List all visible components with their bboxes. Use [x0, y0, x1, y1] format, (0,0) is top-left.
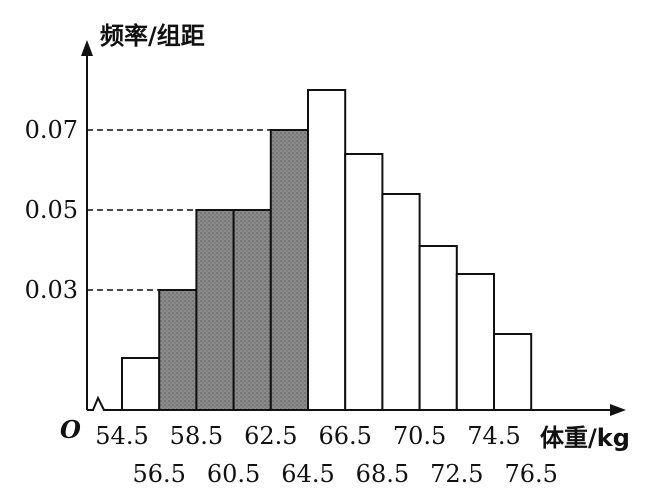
histogram-bar — [158, 289, 198, 411]
x-tick-label: 60.5 — [207, 460, 260, 488]
x-tick-label: 76.5 — [504, 460, 557, 488]
y-tick-label: 0.07 — [25, 116, 78, 144]
y-axis-arrow — [81, 40, 93, 56]
x-tick-label: 66.5 — [318, 422, 371, 450]
histogram-bar — [418, 245, 458, 411]
histogram-bar — [493, 333, 533, 411]
reference-lines — [87, 129, 271, 291]
x-axis-arrow — [610, 404, 626, 416]
x-tick-label: 54.5 — [95, 422, 148, 450]
x-tick-label: 72.5 — [430, 460, 483, 488]
histogram-bar — [195, 209, 235, 411]
histogram-bar — [307, 89, 347, 411]
x-tick-label: 58.5 — [170, 422, 223, 450]
x-tick-label: 64.5 — [281, 460, 334, 488]
x-tick-label: 68.5 — [356, 460, 409, 488]
y-tick-labels: 0.03 0.05 0.07 — [25, 116, 78, 304]
y-axis-title: 频率/组距 — [100, 22, 205, 50]
y-tick-label: 0.05 — [25, 196, 78, 224]
x-tick-label: 74.5 — [467, 422, 520, 450]
x-tick-label: 56.5 — [132, 460, 185, 488]
x-axis-break — [87, 395, 110, 411]
origin-label: O — [60, 415, 81, 444]
y-tick-label: 0.03 — [25, 276, 78, 304]
histogram-bar — [455, 273, 495, 411]
histogram-bar — [232, 209, 272, 411]
x-tick-label: 70.5 — [393, 422, 446, 450]
histogram-bar — [269, 129, 309, 411]
x-tick-labels: 54.5 58.5 62.5 66.5 70.5 74.5 56.5 60.5 64.5 68.5… — [95, 422, 558, 488]
histogram-bar — [381, 193, 421, 411]
x-tick-label: 62.5 — [244, 422, 297, 450]
histogram-bars — [121, 89, 533, 411]
x-axis-title: 体重/kg — [540, 424, 630, 452]
histogram-bar — [121, 357, 161, 411]
histogram-bar — [344, 153, 384, 411]
